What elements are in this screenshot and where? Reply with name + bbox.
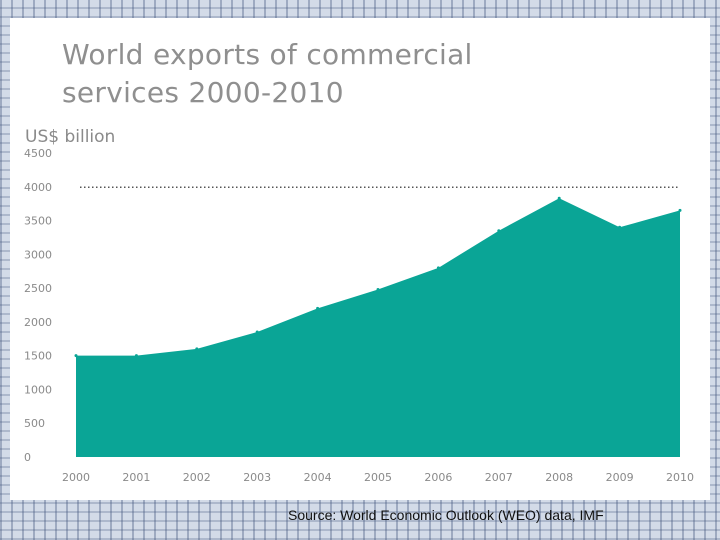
x-tick-label: 2002 <box>183 471 211 484</box>
data-point-2006: 2006: 2800 <box>436 266 440 270</box>
data-point-2009: 2009: 3400 <box>618 225 622 229</box>
y-tick-label: 3500 <box>24 215 52 228</box>
data-point-2002: 2002: 1600 <box>195 347 199 351</box>
data-point-2001: 2001: 1500 <box>134 354 138 358</box>
x-tick-label: 2009 <box>606 471 634 484</box>
area-chart: 2000: 1500 2001: 1500 2002: 1600 2003: 1850… <box>24 147 694 484</box>
y-tick-label: 2000 <box>24 316 52 329</box>
y-tick-label: 4500 <box>24 147 52 160</box>
series-area <box>76 198 680 458</box>
y-tick-label: 1500 <box>24 350 52 363</box>
data-point-2003: 2003: 1850 <box>255 330 259 334</box>
slide-panel: World exports of commercial services 200… <box>10 18 710 500</box>
y-tick-label: 500 <box>24 417 45 430</box>
x-tick-label: 2005 <box>364 471 392 484</box>
chart-title-line-2: services 2000-2010 <box>62 76 344 109</box>
x-tick-label: 2008 <box>545 471 573 484</box>
y-axis-label: US$ billion <box>25 127 116 147</box>
x-tick-label: 2004 <box>304 471 332 484</box>
source-note: Source: World Economic Outlook (WEO) dat… <box>288 507 604 523</box>
x-tick-label: 2007 <box>485 471 513 484</box>
data-point-2010: 2010: 3650 <box>678 208 682 212</box>
data-point-2008: 2008: 3830 <box>557 196 561 200</box>
data-point-2000: 2000: 1500 <box>74 354 78 358</box>
y-tick-label: 3000 <box>24 248 52 261</box>
y-tick-label: 0 <box>24 451 31 464</box>
x-tick-label: 2000 <box>62 471 90 484</box>
data-point-2007: 2007: 3350 <box>497 229 501 233</box>
x-tick-label: 2006 <box>424 471 452 484</box>
y-tick-label: 2500 <box>24 282 52 295</box>
x-tick-label: 2001 <box>122 471 150 484</box>
x-tick-label: 2003 <box>243 471 271 484</box>
chart-title-line-1: World exports of commercial <box>62 38 473 71</box>
data-point-2005: 2005: 2480 <box>376 287 380 291</box>
x-tick-label: 2010 <box>666 471 694 484</box>
y-tick-label: 4000 <box>24 181 52 194</box>
y-tick-label: 1000 <box>24 383 52 396</box>
